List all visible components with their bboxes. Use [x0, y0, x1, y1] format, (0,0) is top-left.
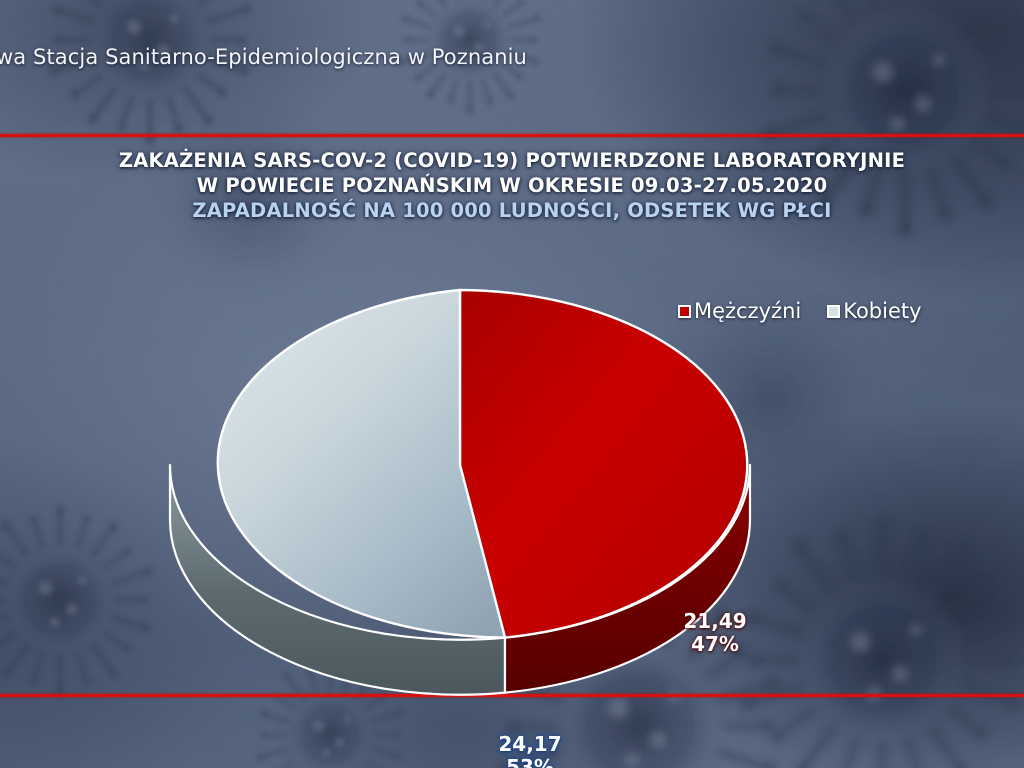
data-label-women-value: 24,17 — [498, 732, 562, 756]
chart-title-block: ZAKAŻENIA SARS-COV-2 (COVID-19) POTWIERD… — [0, 148, 1024, 223]
legend-label-mezczyzni: Mężczyźni — [694, 299, 802, 323]
data-label-kobiety: 24,17 53% — [455, 733, 605, 768]
data-label-men-value: 21,49 — [683, 609, 747, 633]
legend-item-kobiety[interactable]: Kobiety — [827, 299, 922, 323]
chart-legend: Mężczyźni Kobiety — [678, 299, 922, 323]
pie-chart-svg — [168, 288, 752, 696]
square-marker-icon — [827, 304, 841, 318]
pie-slice-men-top[interactable] — [458, 288, 749, 639]
pie-slice-women-top[interactable] — [216, 288, 507, 639]
square-marker-icon — [678, 304, 691, 318]
divider-line-top — [0, 134, 1024, 137]
data-label-men-percent: 47% — [691, 632, 739, 656]
pie-chart: 21,49 47% 24,17 53% — [140, 270, 800, 768]
chart-title-line-2: W POWIECIE POZNAŃSKIM W OKRESIE 09.03-27… — [196, 174, 828, 197]
data-label-women-percent: 53% — [506, 755, 554, 768]
chart-title-line-1: ZAKAŻENIA SARS-COV-2 (COVID-19) POTWIERD… — [118, 149, 906, 172]
legend-item-mezczyzni[interactable]: Mężczyźni — [678, 299, 801, 323]
organization-header: wa Stacja Sanitarno-Epidemiologiczna w P… — [0, 45, 527, 69]
divider-line-bottom — [0, 694, 1024, 697]
legend-label-kobiety: Kobiety — [843, 299, 922, 323]
chart-subtitle-line-3: ZAPADALNOŚĆ NA 100 000 LUDNOŚCI, ODSETEK… — [192, 199, 832, 222]
data-label-mezczyzni: 21,49 47% — [640, 610, 790, 656]
